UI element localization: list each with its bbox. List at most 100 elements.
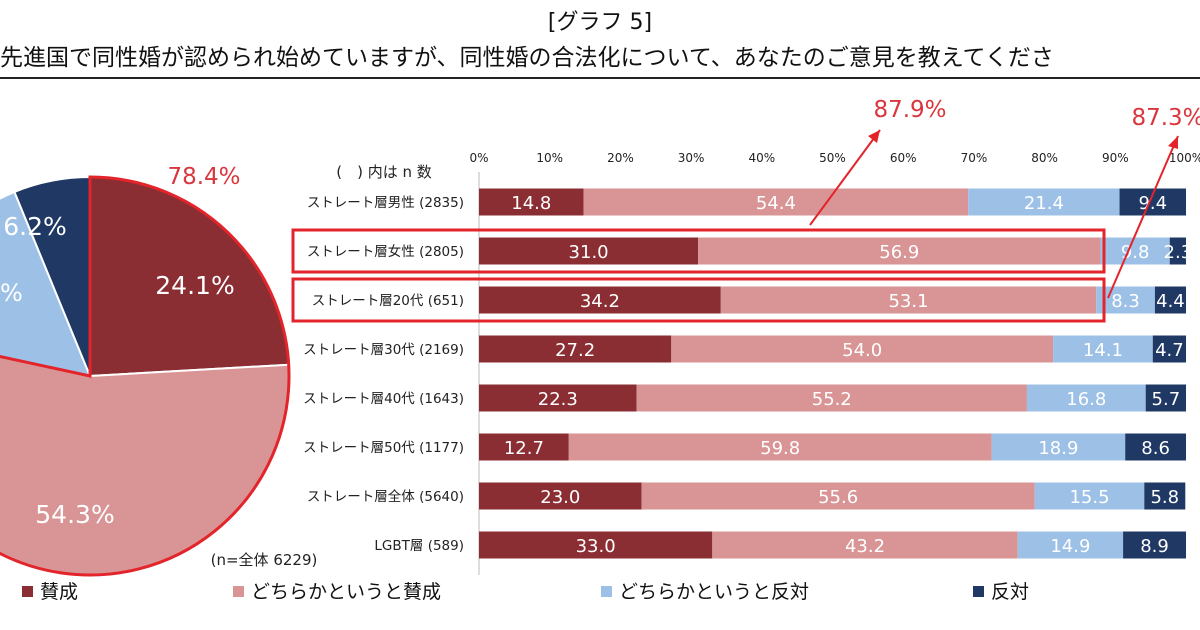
row-label: ストレート層女性 (2805) (307, 243, 464, 260)
bar-segment (1123, 531, 1186, 559)
bar-segment (479, 384, 637, 412)
bar-value-label: 27.2 (555, 340, 595, 361)
bar-segment (568, 433, 992, 461)
pie-slice-label: 6.2% (3, 212, 67, 241)
bar-value-label: 34.2 (580, 291, 620, 312)
bar-segment (1017, 531, 1124, 559)
pie-slice-label: 54.3% (35, 500, 114, 529)
bar-segment (1144, 482, 1186, 510)
bar-segment (1154, 286, 1186, 314)
graph-label: [グラフ 5] (547, 10, 653, 35)
callout-20s-total: 87.3% (1131, 105, 1200, 131)
legend-swatch (233, 586, 244, 597)
x-tick-label: 100% (1169, 151, 1200, 165)
row-label: ストレート層20代 (651) (312, 293, 464, 309)
bar-value-label: 23.0 (540, 487, 580, 508)
bar-segment (1034, 482, 1145, 510)
bar-value-label: 14.9 (1050, 536, 1090, 557)
bar-segment (968, 188, 1120, 216)
bar-segment (479, 335, 672, 363)
x-tick-label: 0% (469, 151, 488, 165)
bar-segment (1053, 335, 1153, 363)
bar-segment (583, 188, 969, 216)
x-tick-label: 40% (748, 151, 775, 165)
bar-segment (479, 531, 713, 559)
x-tick-label: 70% (961, 151, 988, 165)
bar-value-label: 4.4 (1156, 291, 1185, 312)
bar-segment (1125, 433, 1186, 461)
bar-segment (698, 237, 1101, 265)
row-label: ストレート層男性 (2835) (307, 195, 464, 211)
title-divider (0, 77, 1200, 79)
bar-column-note: ( ) 内は n 数 (336, 163, 432, 181)
bar-segment (671, 335, 1054, 363)
legend-swatch (22, 586, 33, 597)
bar-value-label: 2.3 (1164, 242, 1193, 263)
bar-segment (1145, 384, 1186, 412)
bar-value-label: 54.4 (756, 193, 796, 214)
bar-segment (712, 531, 1018, 559)
bar-value-label: 56.9 (879, 242, 919, 263)
row-label: ストレート層30代 (2169) (303, 342, 464, 358)
chart-question-title: 先進国で同性婚が認められ始めていますが、同性婚の合法化について、あなたのご意見を… (0, 45, 1054, 71)
bar-value-label: 18.9 (1038, 438, 1078, 459)
row-highlight-box (291, 228, 1106, 274)
bar-value-label: 5.7 (1152, 389, 1181, 410)
legend-swatch (973, 586, 984, 597)
bar-value-label: 14.8 (511, 193, 551, 214)
callout-arrowhead-female (868, 130, 880, 143)
bar-value-label: 21.4 (1024, 193, 1064, 214)
bar-segment (479, 237, 699, 265)
x-tick-label: 10% (536, 151, 563, 165)
bar-value-label: 31.0 (569, 242, 609, 263)
x-tick-label: 80% (1031, 151, 1058, 165)
legend-label: 賛成 (40, 581, 78, 603)
x-tick-label: 60% (890, 151, 917, 165)
legend-label: どちらかというと反対 (619, 581, 809, 603)
bar-segment (1169, 237, 1186, 265)
row-label: LGBT層 (589) (374, 538, 464, 554)
bar-segment (479, 286, 721, 314)
bar-value-label: 43.2 (845, 536, 885, 557)
legend-label: 反対 (991, 581, 1029, 603)
bar-value-label: 55.6 (818, 487, 858, 508)
bar-value-label: 5.8 (1150, 487, 1179, 508)
bar-segment (720, 286, 1097, 314)
bar-value-label: 12.7 (504, 438, 544, 459)
pie-highlight-outline (0, 175, 291, 577)
bar-value-label: 8.3 (1111, 291, 1140, 312)
pie-slice-label: 24.1% (155, 271, 234, 300)
callout-female-total: 87.9% (873, 97, 946, 123)
bar-value-label: 9.8 (1121, 242, 1150, 263)
x-tick-label: 30% (678, 151, 705, 165)
bar-value-label: 53.1 (888, 291, 928, 312)
bar-segment (479, 188, 584, 216)
bar-segment (1026, 384, 1146, 412)
bar-value-label: 16.8 (1066, 389, 1106, 410)
callout-arrow-20s (1107, 135, 1179, 299)
pie-slice (0, 190, 92, 378)
bar-value-label: 8.6 (1141, 438, 1170, 459)
bar-segment (479, 482, 642, 510)
bar-value-label: 55.2 (812, 389, 852, 410)
bar-segment (641, 482, 1035, 510)
pie-chart: 24.1% 54.3% 6.2% (0, 175, 291, 577)
pie-combined-callout: 78.4% (167, 164, 240, 190)
x-tick-label: 90% (1102, 151, 1129, 165)
pie-sample-note: (n=全体 6229) (211, 551, 318, 569)
bar-value-label: 15.5 (1069, 487, 1109, 508)
callout-arrow-female (809, 129, 881, 226)
bar-segment (991, 433, 1126, 461)
bar-segment (1152, 335, 1186, 363)
bar-value-label: 8.9 (1140, 536, 1169, 557)
bar-value-label: 33.0 (576, 536, 616, 557)
bar-value-label: 14.1 (1083, 340, 1123, 361)
bar-value-label: 22.3 (538, 389, 578, 410)
row-label: ストレート層全体 (5640) (307, 488, 464, 505)
legend-label: どちらかというと賛成 (251, 581, 441, 603)
x-tick-label: 50% (819, 151, 846, 165)
legend: 賛成 どちらかというと賛成 どちらかというと反対 反対 (22, 581, 1029, 603)
row-label: ストレート層50代 (1177) (303, 440, 464, 456)
bar-segment (479, 433, 569, 461)
